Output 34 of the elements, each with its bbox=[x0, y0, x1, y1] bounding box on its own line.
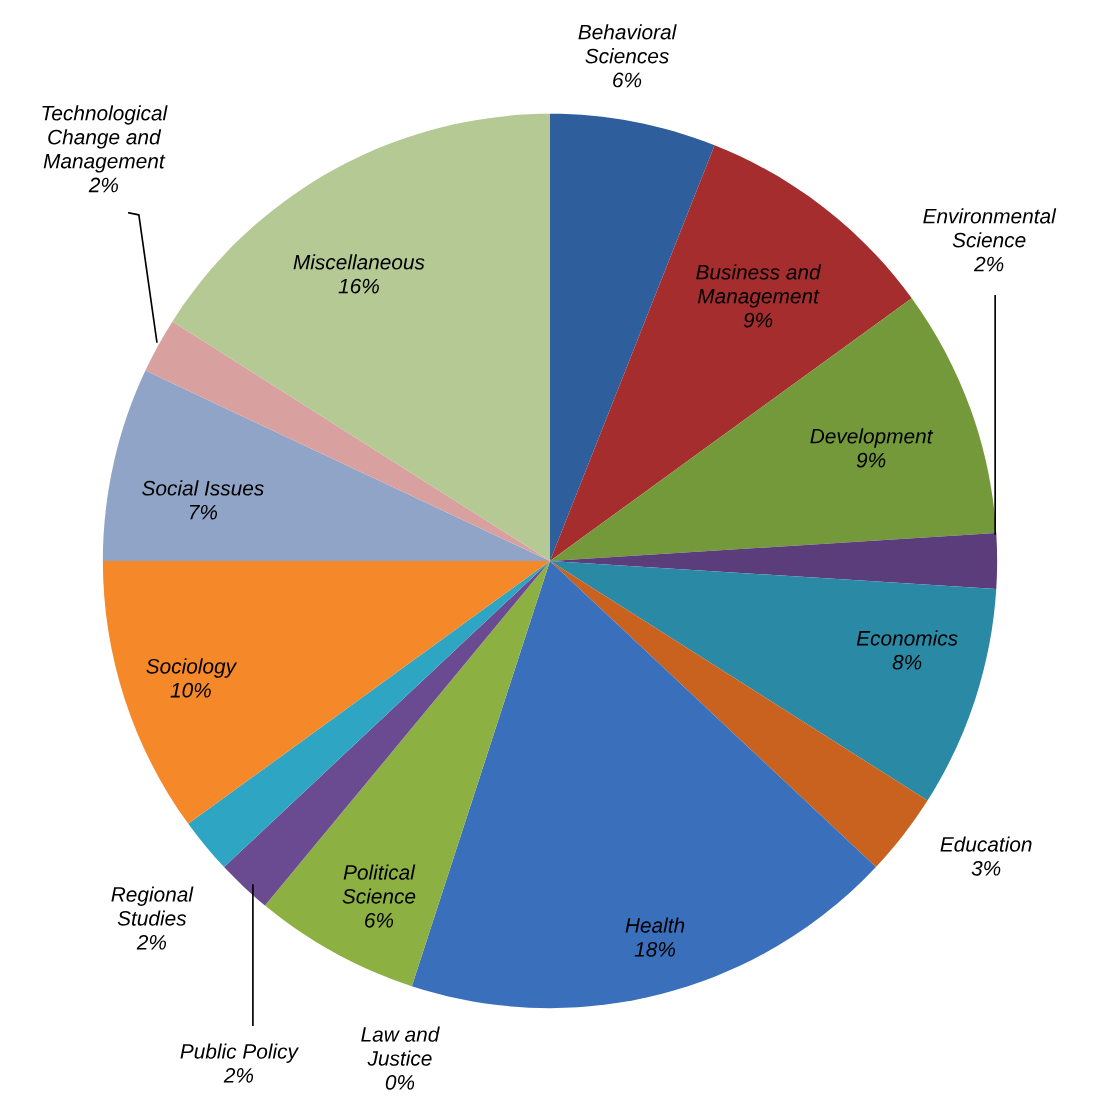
data-label: 6% bbox=[613, 72, 642, 88]
slice-label: Business and Management bbox=[696, 264, 822, 308]
slice-label: Economics bbox=[856, 630, 958, 646]
pie-slice bbox=[102, 370, 550, 561]
data-label: 9% bbox=[743, 312, 773, 328]
slice-label: Political Science bbox=[342, 864, 416, 904]
slice-label: Behavioral Sciences bbox=[578, 24, 677, 64]
data-label: 2% bbox=[88, 177, 119, 193]
slice-label: Technological Change and Management bbox=[42, 105, 168, 173]
data-label: 2% bbox=[223, 1067, 254, 1083]
slice-label: Development bbox=[810, 428, 934, 448]
slice-label: Public Policy bbox=[180, 1043, 299, 1063]
data-label: 7% bbox=[189, 504, 218, 520]
data-label: 9% bbox=[856, 452, 886, 468]
data-label: 10% bbox=[170, 682, 211, 698]
data-label: 3% bbox=[971, 860, 1001, 876]
data-label: 8% bbox=[892, 654, 922, 670]
slice-label: Social Issues bbox=[142, 480, 264, 496]
data-label: 16% bbox=[338, 278, 379, 294]
slice-label: Sociology bbox=[146, 658, 238, 678]
data-label: 6% bbox=[365, 912, 394, 928]
slice-label: Education bbox=[940, 836, 1032, 852]
data-label: 2% bbox=[136, 934, 167, 950]
pie-slice bbox=[264, 561, 550, 987]
pie-slice bbox=[550, 561, 997, 801]
data-label: 2% bbox=[973, 256, 1004, 272]
slice-label: Miscellaneous bbox=[293, 254, 425, 270]
text: 0% bbox=[385, 1074, 415, 1090]
category-label: Law and Justice bbox=[361, 1026, 440, 1066]
slice-label: Regional Studies bbox=[111, 886, 194, 926]
slice-label: Health bbox=[625, 917, 685, 933]
data-label: 18% bbox=[634, 941, 675, 957]
slice-label: Environmental Science bbox=[923, 208, 1057, 248]
pie-slice bbox=[102, 561, 550, 824]
